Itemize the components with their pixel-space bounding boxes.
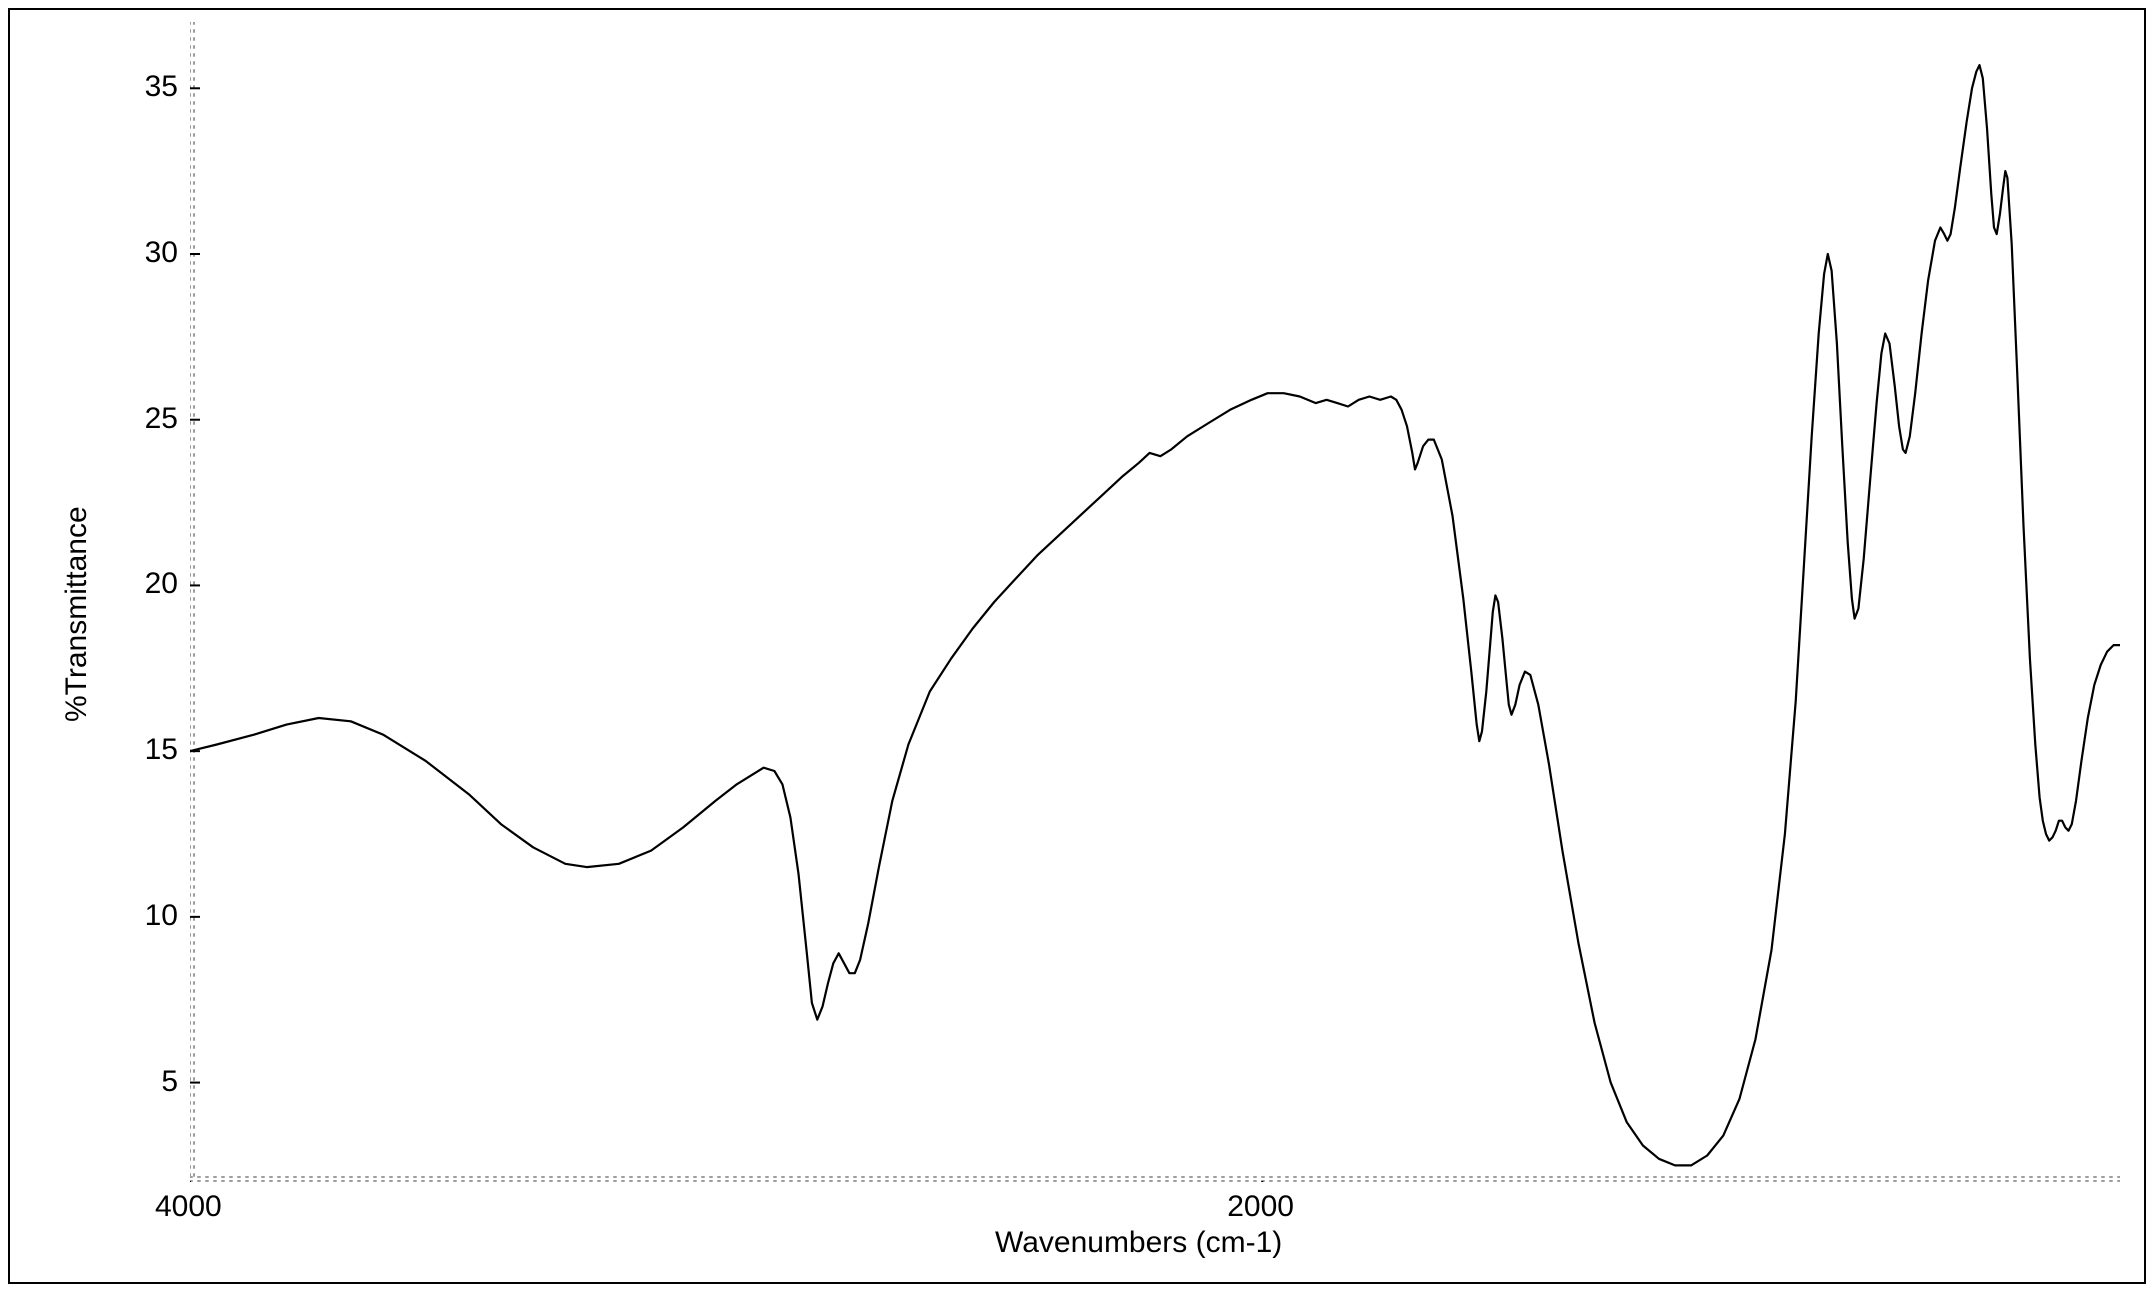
y-tick-label: 15 [145,733,178,767]
y-tick-label: 25 [145,402,178,436]
y-tick-label: 20 [145,567,178,601]
plot-area [190,22,2120,1182]
x-axis-label: Wavenumbers (cm-1) [995,1226,1282,1260]
y-tick-label: 35 [145,70,178,104]
spectrum-line [190,65,2120,1165]
y-axis-label: %Transmittance [60,506,94,722]
y-tick-label: 5 [161,1065,178,1099]
x-tick-label: 2000 [1227,1190,1294,1224]
x-tick-label: 4000 [155,1190,222,1224]
y-tick-label: 30 [145,236,178,270]
y-tick-label: 10 [145,899,178,933]
